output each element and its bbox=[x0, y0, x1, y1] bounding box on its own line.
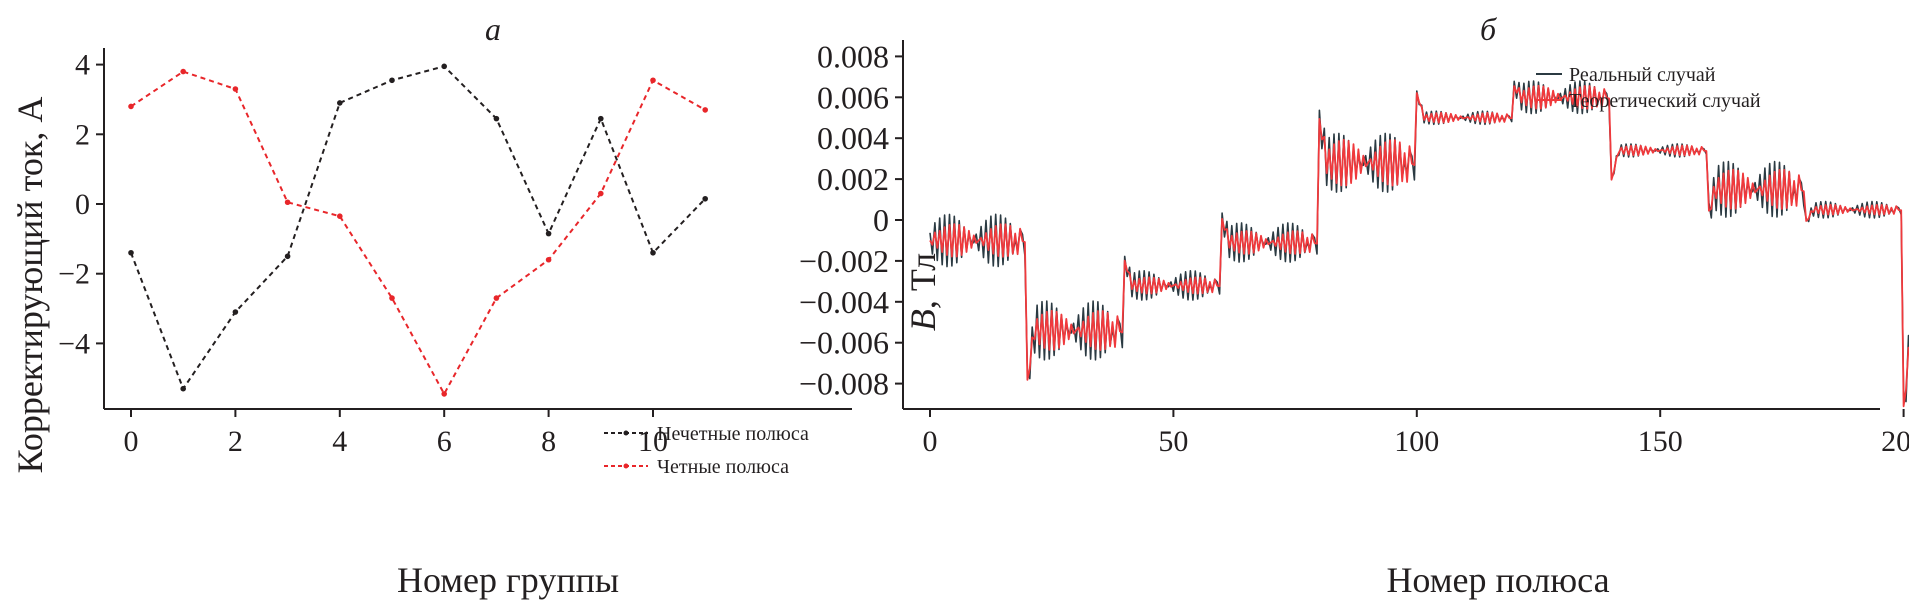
panel-b-x-axis-label: Номер полюса bbox=[1386, 560, 1609, 600]
legend-marker-even-poles bbox=[623, 463, 629, 469]
panel-b-x-tick-label: 200 bbox=[1881, 425, 1909, 458]
panel-a-x-tick-label: 0 bbox=[124, 425, 139, 458]
panel-a-ticks: 0 2 4 6 8 10 4 2 0 −2 −4 bbox=[58, 49, 668, 458]
theoretical-case-line bbox=[929, 84, 1909, 408]
panel-a-x-tick-label: 6 bbox=[437, 425, 452, 458]
panel-b-y-tick-label: 0 bbox=[873, 202, 889, 238]
odd-poles-point bbox=[598, 115, 604, 122]
panel-b-y-tick-label: −0.008 bbox=[799, 366, 889, 402]
odd-poles-line bbox=[130, 65, 706, 391]
panel-b-y-tick-label: −0.006 bbox=[799, 325, 889, 361]
panel-a-label: а bbox=[485, 11, 501, 47]
panel-a-x-tick-label: 2 bbox=[228, 425, 243, 458]
odd-poles-point bbox=[389, 77, 395, 84]
even-poles-point bbox=[337, 213, 343, 219]
legend-label-odd-poles: Нечетные полюса bbox=[657, 423, 809, 445]
panel-b-x-tick-label: 100 bbox=[1394, 425, 1439, 458]
panel-b-y-tick-label: 0.006 bbox=[817, 79, 889, 115]
even-poles-point bbox=[441, 391, 448, 397]
even-poles-line bbox=[130, 70, 706, 396]
even-poles-point bbox=[128, 103, 134, 110]
legend-marker-odd-poles bbox=[623, 430, 629, 436]
panel-a-y-axis-label: Корректирующий ток, А bbox=[10, 97, 50, 474]
even-poles-point bbox=[284, 199, 291, 206]
panel-b-x-tick-label: 0 bbox=[923, 425, 938, 458]
panel-a-y-tick-label: −2 bbox=[58, 258, 90, 291]
even-poles-point bbox=[650, 77, 656, 84]
panel-b-y-axis-unit: , Тл bbox=[903, 253, 943, 309]
panel-a-x-tick-label: 8 bbox=[541, 425, 556, 458]
panel-b-y-tick-label: 0.008 bbox=[817, 38, 889, 74]
even-poles-point bbox=[180, 68, 186, 75]
panel-a-x-tick-label: 10 bbox=[638, 425, 668, 458]
odd-poles-point bbox=[650, 249, 656, 256]
real-case-line bbox=[929, 80, 1909, 403]
odd-poles-point bbox=[232, 309, 239, 315]
panel-b-y-tick-label: −0.002 bbox=[799, 243, 889, 279]
panel-b-series bbox=[929, 80, 1909, 408]
even-poles-point bbox=[702, 107, 708, 113]
panel-b-ticks: 0501001502002500.0080.0060.0040.0020−0.0… bbox=[799, 38, 1909, 458]
even-poles-point bbox=[232, 86, 239, 92]
panel-b-y-tick-label: 0.002 bbox=[817, 161, 889, 197]
chart-panel-b: б B, Тл Номер полюса 0501001502002500.00… bbox=[799, 11, 1909, 600]
panel-b-legend: Реальный случай Теоретический случай bbox=[1536, 64, 1761, 112]
odd-poles-point bbox=[441, 63, 448, 70]
panel-b-x-tick-label: 50 bbox=[1158, 425, 1188, 458]
legend-label-real-case: Реальный случай bbox=[1569, 64, 1716, 86]
panel-b-y-axis-label: B, Тл bbox=[903, 253, 943, 331]
panel-a-x-tick-label: 4 bbox=[332, 425, 347, 458]
panel-b-y-tick-label: 0.004 bbox=[817, 120, 889, 156]
panel-b-axes bbox=[902, 40, 1880, 410]
panel-a-series bbox=[128, 63, 708, 397]
panel-a-y-tick-label: 2 bbox=[75, 118, 90, 151]
even-poles-point bbox=[493, 295, 500, 301]
odd-poles-point bbox=[337, 100, 343, 106]
odd-poles-point bbox=[493, 115, 500, 122]
even-poles-point bbox=[545, 256, 552, 263]
panel-b-x-tick-label: 150 bbox=[1638, 425, 1683, 458]
odd-poles-point bbox=[284, 253, 291, 260]
panel-a-legend: Нечетные полюса Четные полюса bbox=[604, 423, 809, 478]
odd-poles-point bbox=[128, 249, 134, 256]
panel-a-y-tick-label: 0 bbox=[75, 188, 90, 221]
odd-poles-point bbox=[702, 195, 708, 202]
panel-a-axes bbox=[103, 48, 852, 410]
panel-a-y-tick-label: −4 bbox=[58, 327, 90, 360]
panel-a-y-tick-label: 4 bbox=[75, 49, 90, 82]
even-poles-point bbox=[389, 295, 395, 301]
odd-poles-point bbox=[180, 385, 186, 392]
legend-label-theoretical-case: Теоретический случай bbox=[1569, 90, 1761, 112]
panel-b-y-tick-label: −0.004 bbox=[799, 284, 889, 320]
panel-b-label: б bbox=[1480, 11, 1497, 47]
chart-panel-a: а Корректирующий ток, А Номер группы 0 2 4… bbox=[10, 11, 852, 600]
even-poles-point bbox=[598, 190, 604, 197]
panel-a-x-axis-label: Номер группы bbox=[397, 560, 619, 600]
panel-b-y-axis-symbol: B bbox=[903, 309, 943, 331]
legend-label-even-poles: Четные полюса bbox=[657, 456, 789, 478]
odd-poles-point bbox=[545, 230, 552, 237]
